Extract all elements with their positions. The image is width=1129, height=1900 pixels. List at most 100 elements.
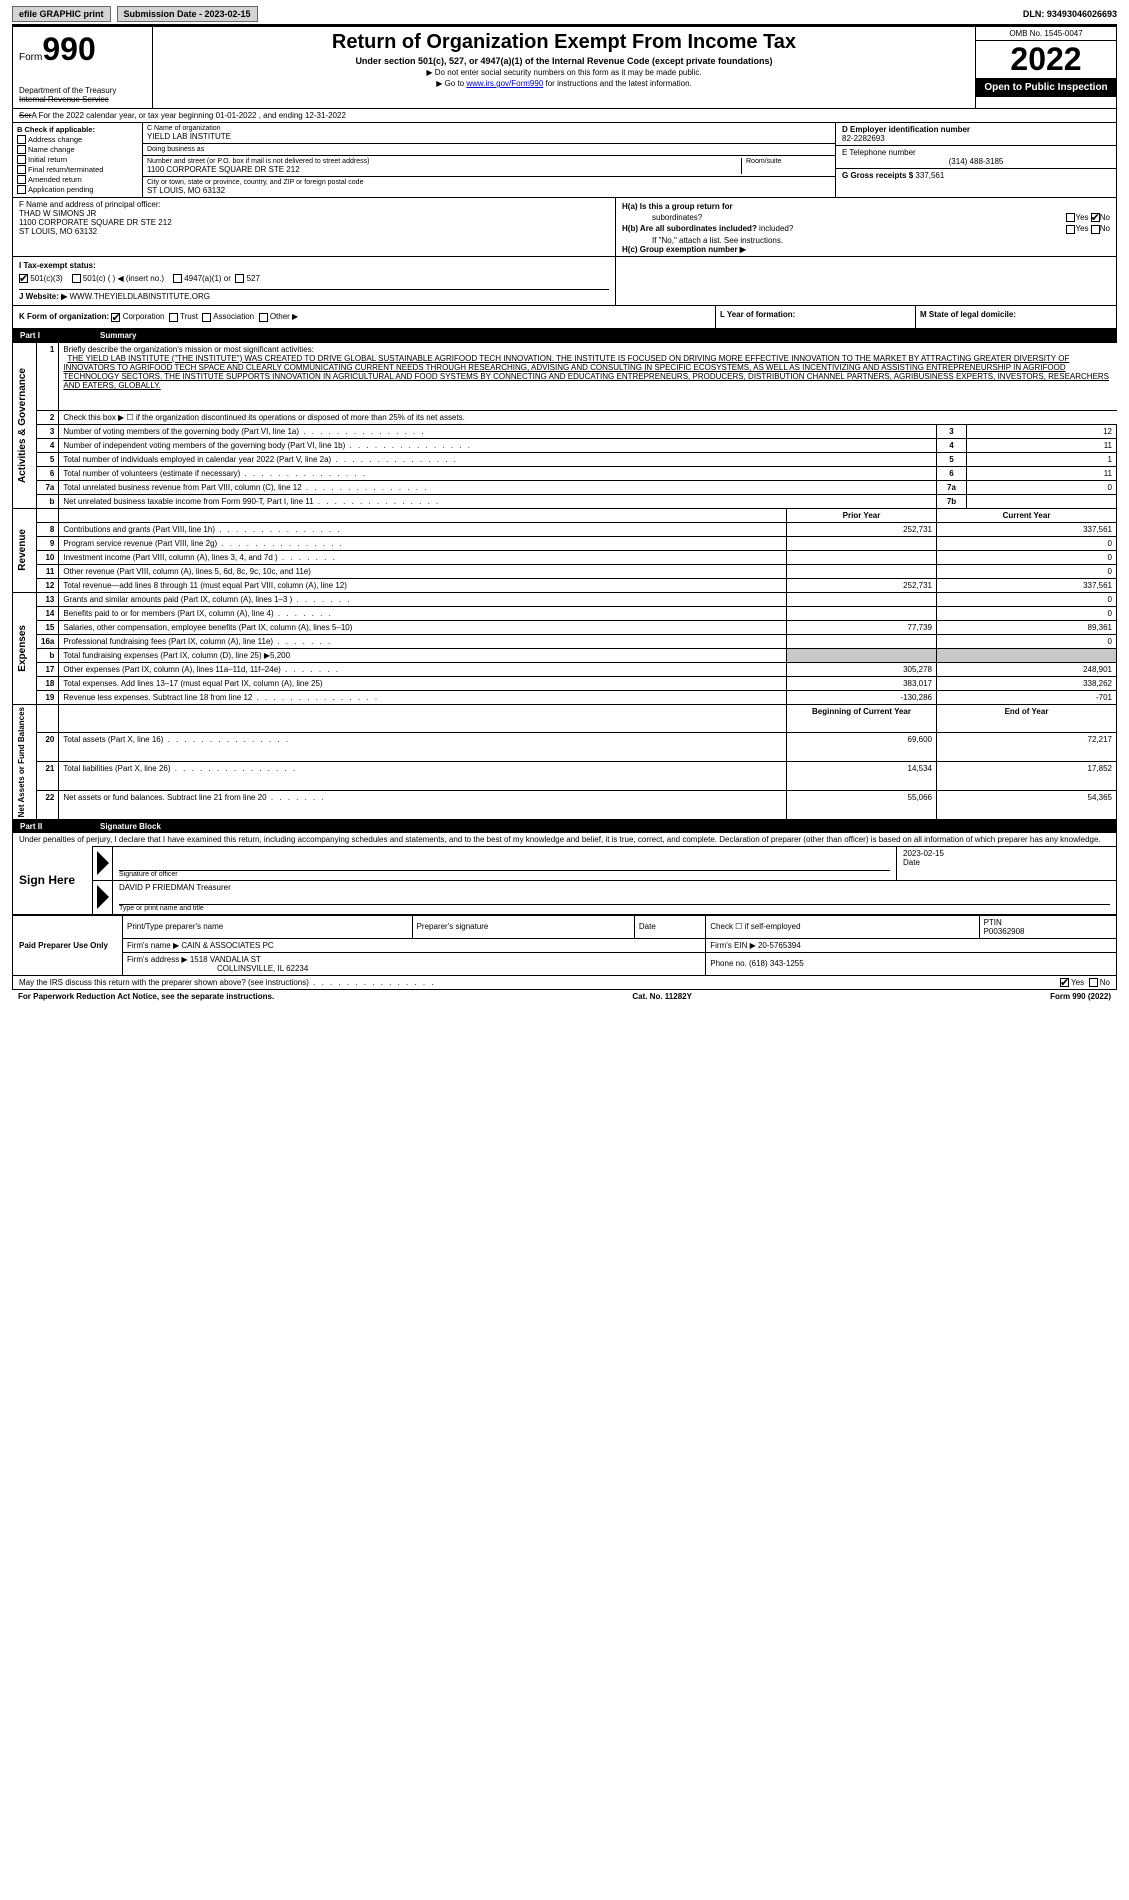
exp14c: 0 (937, 606, 1117, 620)
form-num-990: 990 (42, 31, 95, 67)
chk-association[interactable] (202, 313, 211, 322)
line7a: Total unrelated business revenue from Pa… (59, 480, 937, 494)
chk-trust[interactable] (169, 313, 178, 322)
form-subtitle: Under section 501(c), 527, or 4947(a)(1)… (161, 56, 967, 66)
col-j-hc (616, 257, 1116, 305)
lbl-final-return: Final return/terminated (28, 165, 103, 174)
hb-label: H(b) Are all subordinates included? (622, 224, 757, 233)
col-l-year-formation: L Year of formation: (716, 306, 916, 327)
chk-501c3[interactable] (19, 274, 28, 283)
col-h-group: H(a) Is this a group return for subordin… (616, 198, 1116, 256)
line15: Salaries, other compensation, employee b… (59, 620, 787, 634)
footer-center: Cat. No. 11282Y (632, 992, 692, 1001)
city-label: City or town, state or province, country… (147, 179, 831, 186)
side-revenue: Revenue (13, 508, 37, 592)
tax-year-text: A For the 2022 calendar year, or tax yea… (31, 111, 345, 120)
exp19p: -130,286 (787, 690, 937, 704)
chk-final-return[interactable] (17, 165, 26, 174)
chk-amended-return[interactable] (17, 175, 26, 184)
chk-irs-yes[interactable] (1060, 978, 1069, 987)
rev9c: 0 (937, 536, 1117, 550)
section-bcdeg: B Check if applicable: Address change Na… (12, 123, 1117, 198)
city-value: ST LOUIS, MO 63132 (147, 186, 831, 195)
lbl-name-change: Name change (28, 145, 75, 154)
lbl-initial-return: Initial return (28, 155, 67, 164)
rev12p: 252,731 (787, 578, 937, 592)
lbl-application-pending: Application pending (28, 185, 93, 194)
open-to-public: Open to Public Inspection (976, 78, 1116, 97)
irs-yes: Yes (1071, 978, 1084, 987)
rev8p: 252,731 (787, 522, 937, 536)
form-prefix: Form (19, 52, 42, 63)
net20p: 69,600 (787, 733, 937, 762)
exp13c: 0 (937, 592, 1117, 606)
part1-table: Activities & Governance 1 Briefly descri… (12, 342, 1117, 820)
org-name: YIELD LAB INSTITUTE (147, 132, 831, 141)
footer-right: Form 990 (2022) (1050, 992, 1111, 1001)
col-de: D Employer identification number 82-2282… (836, 123, 1116, 197)
chk-irs-no[interactable] (1089, 978, 1098, 987)
line21: Total liabilities (Part X, line 26) (59, 762, 787, 791)
col-m-state-domicile: M State of legal domicile: (916, 306, 1116, 327)
officer-label: F Name and address of principal officer: (19, 200, 609, 209)
state-domicile-label: M State of legal domicile: (920, 310, 1016, 319)
officer-street: 1100 CORPORATE SQUARE DR STE 212 (19, 218, 609, 227)
section-ij: I Tax-exempt status: 501(c)(3) 501(c) ( … (12, 257, 1117, 306)
chk-ha-no[interactable] (1091, 213, 1100, 222)
c-name-label: C Name of organization (147, 125, 831, 132)
chk-hb-no[interactable] (1091, 225, 1100, 234)
paid-preparer-label: Paid Preparer Use Only (13, 915, 123, 975)
val-5: 1 (967, 452, 1117, 466)
chk-application-pending[interactable] (17, 185, 26, 194)
exp17p: 305,278 (787, 662, 937, 676)
sig-arrow-2 (93, 881, 113, 914)
prep-date-label: Date (634, 915, 705, 938)
signature-block: Under penalties of perjury, I declare th… (12, 833, 1117, 915)
firm-name-value: CAIN & ASSOCIATES PC (181, 941, 273, 950)
exp16bc (937, 648, 1117, 662)
mission-text[interactable]: THE YIELD LAB INSTITUTE ("THE INSTITUTE"… (63, 354, 1109, 390)
chk-name-change[interactable] (17, 145, 26, 154)
lbl-501c3: 501(c)(3) (30, 274, 62, 283)
chk-4947[interactable] (173, 274, 182, 283)
goto-note: ▶ Go to www.irs.gov/Form990 for instruct… (161, 79, 967, 88)
line11: Other revenue (Part VIII, column (A), li… (59, 564, 787, 578)
col-i-tax-status: I Tax-exempt status: 501(c)(3) 501(c) ( … (13, 257, 616, 305)
irs-form990-link[interactable]: www.irs.gov/Form990 (466, 79, 543, 88)
form-header: Form990 Department of the Treasury Inter… (12, 26, 1117, 109)
declaration-text: Under penalties of perjury, I declare th… (13, 833, 1116, 846)
rev8c: 337,561 (937, 522, 1117, 536)
ha-sub: subordinates? (622, 213, 702, 222)
check-self-employed: Check ☐ if self-employed (706, 915, 979, 938)
gross-receipts-value: 337,561 (915, 171, 944, 180)
line9: Program service revenue (Part VIII, line… (59, 536, 787, 550)
ha-no: No (1100, 213, 1110, 222)
irs-discuss-text: May the IRS discuss this return with the… (19, 978, 436, 987)
chk-initial-return[interactable] (17, 155, 26, 164)
irs-discuss-row: May the IRS discuss this return with the… (12, 976, 1117, 990)
chk-corporation[interactable] (111, 313, 120, 322)
net22p: 55,066 (787, 791, 937, 820)
dept-treasury: Department of the Treasury Internal Reve… (19, 86, 146, 104)
gross-receipts-label: G Gross receipts $ (842, 171, 913, 180)
part2-title: Signature Block (100, 822, 161, 831)
exp14p (787, 606, 937, 620)
chk-address-change[interactable] (17, 135, 26, 144)
efile-print-button[interactable]: efile GRAPHIC print (12, 6, 111, 22)
chk-527[interactable] (235, 274, 244, 283)
chk-other[interactable] (259, 313, 268, 322)
chk-ha-yes[interactable] (1066, 213, 1075, 222)
chk-501c[interactable] (72, 274, 81, 283)
col-f-officer: F Name and address of principal officer:… (13, 198, 616, 256)
exp18p: 383,017 (787, 676, 937, 690)
lbl-address-change: Address change (28, 135, 82, 144)
hb-no: No (1100, 224, 1110, 233)
street-value: 1100 CORPORATE SQUARE DR STE 212 (147, 165, 741, 174)
col-k-form-org: K Form of organization: Corporation Trus… (13, 306, 716, 327)
exp16bp (787, 648, 937, 662)
exp16ac: 0 (937, 634, 1117, 648)
chk-hb-yes[interactable] (1066, 225, 1075, 234)
lbl-527: 527 (247, 274, 260, 283)
submission-date-button[interactable]: Submission Date - 2023-02-15 (117, 6, 258, 22)
line20: Total assets (Part X, line 16) (59, 733, 787, 762)
